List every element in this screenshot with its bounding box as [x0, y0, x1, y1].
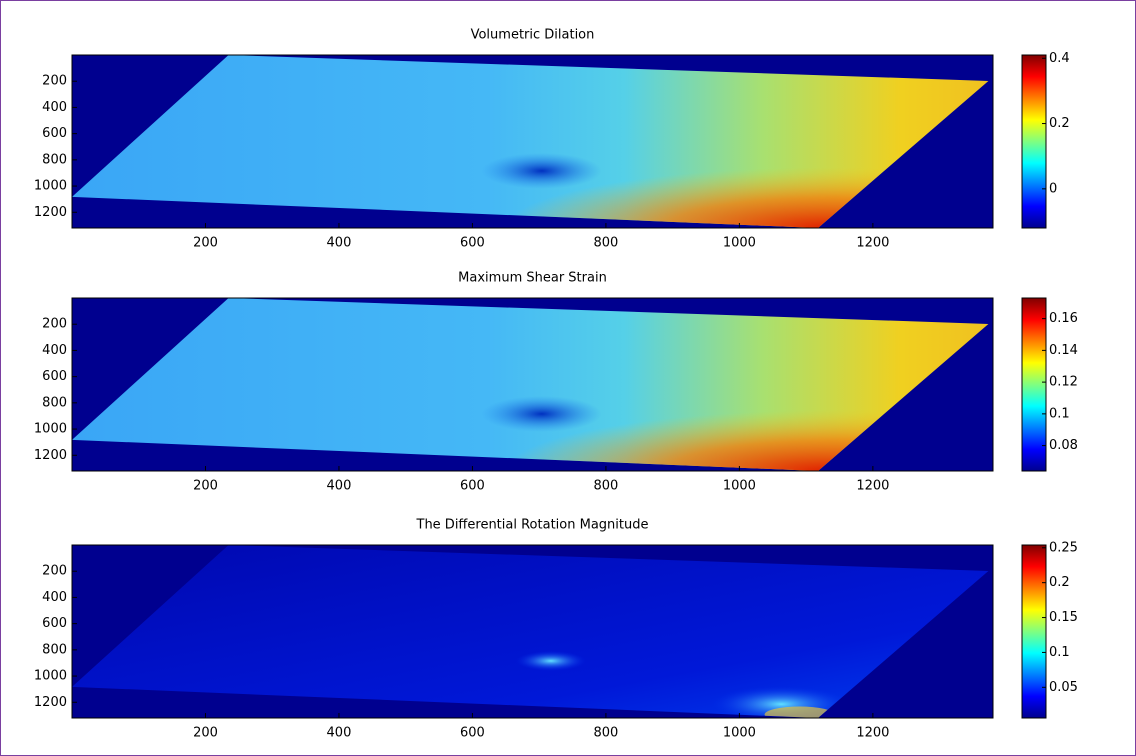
y-tick-label: 200 — [42, 564, 67, 579]
y-tick-label: 1200 — [34, 205, 67, 220]
field-low — [481, 395, 602, 432]
field-spot — [515, 650, 586, 671]
image-field — [72, 298, 989, 471]
y-tick-label: 200 — [42, 317, 67, 332]
y-tick-label: 1000 — [34, 179, 67, 194]
colorbar-tick-label: 0.15 — [1049, 610, 1078, 625]
x-tick-label: 1000 — [723, 236, 756, 251]
x-tick-label: 600 — [460, 236, 485, 251]
x-tick-label: 1200 — [856, 726, 889, 741]
x-tick-label: 200 — [193, 726, 218, 741]
y-tick-label: 400 — [42, 100, 67, 115]
colorbar — [1021, 54, 1047, 229]
panel-title: Maximum Shear Strain — [458, 271, 607, 286]
colorbar-tick-label: 0.1 — [1049, 406, 1070, 421]
x-tick-label: 200 — [193, 479, 218, 494]
colorbar-tick-label: 0.1 — [1049, 645, 1070, 660]
colorbar-tick-label: 0.14 — [1049, 343, 1078, 358]
x-tick-label: 800 — [593, 479, 618, 494]
x-tick-label: 1000 — [723, 726, 756, 741]
y-tick-label: 1000 — [34, 669, 67, 684]
axes-box — [71, 544, 994, 719]
x-tick-label: 200 — [193, 236, 218, 251]
x-tick-label: 1000 — [723, 479, 756, 494]
x-tick-label: 800 — [593, 726, 618, 741]
colorbar — [1021, 297, 1047, 472]
x-tick-label: 1200 — [856, 236, 889, 251]
colorbar-tick-label: 0.16 — [1049, 311, 1078, 326]
colorbar — [1021, 544, 1047, 719]
x-tick-label: 800 — [593, 236, 618, 251]
image-field — [72, 55, 989, 228]
colorbar-tick-label: 0.2 — [1049, 575, 1070, 590]
field — [72, 545, 989, 718]
colorbar-tick-label: 0.4 — [1049, 51, 1070, 66]
y-tick-label: 400 — [42, 343, 67, 358]
colorbar-tick-label: 0.05 — [1049, 680, 1078, 695]
x-tick-label: 400 — [327, 236, 352, 251]
x-tick-label: 1200 — [856, 479, 889, 494]
y-tick-label: 1200 — [34, 448, 67, 463]
y-tick-label: 800 — [42, 395, 67, 410]
y-tick-label: 1200 — [34, 695, 67, 710]
y-tick-label: 1000 — [34, 422, 67, 437]
colorbar-tick-label: 0.2 — [1049, 116, 1070, 131]
panel-title: The Differential Rotation Magnitude — [416, 518, 649, 533]
x-tick-label: 400 — [327, 726, 352, 741]
x-tick-label: 600 — [460, 726, 485, 741]
axes-box — [71, 54, 994, 229]
x-tick-label: 400 — [327, 479, 352, 494]
x-tick-label: 600 — [460, 479, 485, 494]
field-low — [481, 152, 602, 189]
colorbar-tick-label: 0.12 — [1049, 375, 1078, 390]
y-tick-label: 800 — [42, 152, 67, 167]
y-tick-label: 800 — [42, 642, 67, 657]
y-tick-label: 600 — [42, 616, 67, 631]
image-field — [72, 545, 989, 718]
y-tick-label: 600 — [42, 126, 67, 141]
field-hot — [72, 55, 989, 228]
panel-title: Volumetric Dilation — [471, 28, 595, 43]
colorbar-tick-label: 0.25 — [1049, 540, 1078, 555]
field-hot — [764, 706, 835, 718]
y-tick-label: 400 — [42, 590, 67, 605]
field-hot — [72, 298, 989, 471]
colorbar-tick-label: 0 — [1049, 181, 1057, 196]
axes-box — [71, 297, 994, 472]
colorbar-tick-label: 0.08 — [1049, 438, 1078, 453]
y-tick-label: 200 — [42, 74, 67, 89]
y-tick-label: 600 — [42, 369, 67, 384]
